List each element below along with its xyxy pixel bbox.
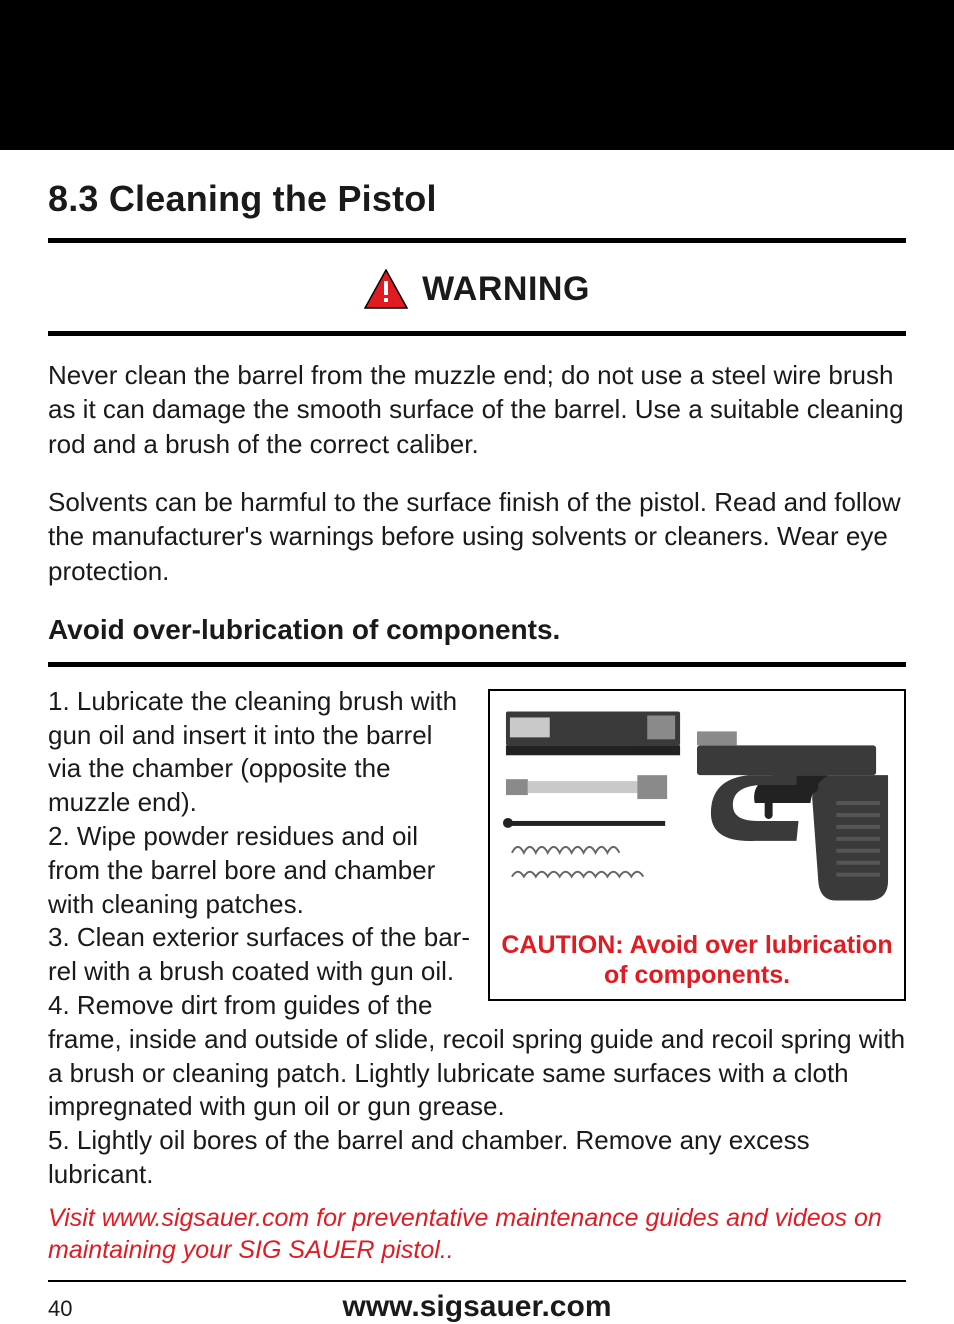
sub-heading: Avoid over-lubrication of components. xyxy=(48,614,906,646)
warning-header: WARNING xyxy=(48,243,906,331)
header-black-bar xyxy=(0,0,954,150)
footer-url: www.sigsauer.com xyxy=(48,1290,906,1324)
warning-paragraph-1: Never clean the barrel from the muzzle e… xyxy=(48,358,906,461)
rule-under-subhead xyxy=(48,662,906,667)
pistol-parts-illustration xyxy=(498,701,896,921)
figure-caption: CAUTION: Avoid over lubrication of compo… xyxy=(498,930,896,991)
section-title: 8.3 Cleaning the Pistol xyxy=(48,178,906,220)
rule-under-warning xyxy=(48,331,906,336)
warning-triangle-icon xyxy=(364,269,408,309)
warning-label: WARNING xyxy=(422,270,590,309)
page-footer: 40 www.sigsauer.com xyxy=(0,1282,954,1324)
figure-box: CAUTION: Avoid over lubrication of compo… xyxy=(488,689,906,1001)
steps-section: CAUTION: Avoid over lubrication of compo… xyxy=(48,685,906,1266)
maintenance-note: Visit www.sigsauer.com for preventative … xyxy=(48,1202,906,1266)
page-content: 8.3 Cleaning the Pistol WARNING Never cl… xyxy=(0,150,954,1282)
warning-paragraph-2: Solvents can be harmful to the surface f… xyxy=(48,485,906,588)
